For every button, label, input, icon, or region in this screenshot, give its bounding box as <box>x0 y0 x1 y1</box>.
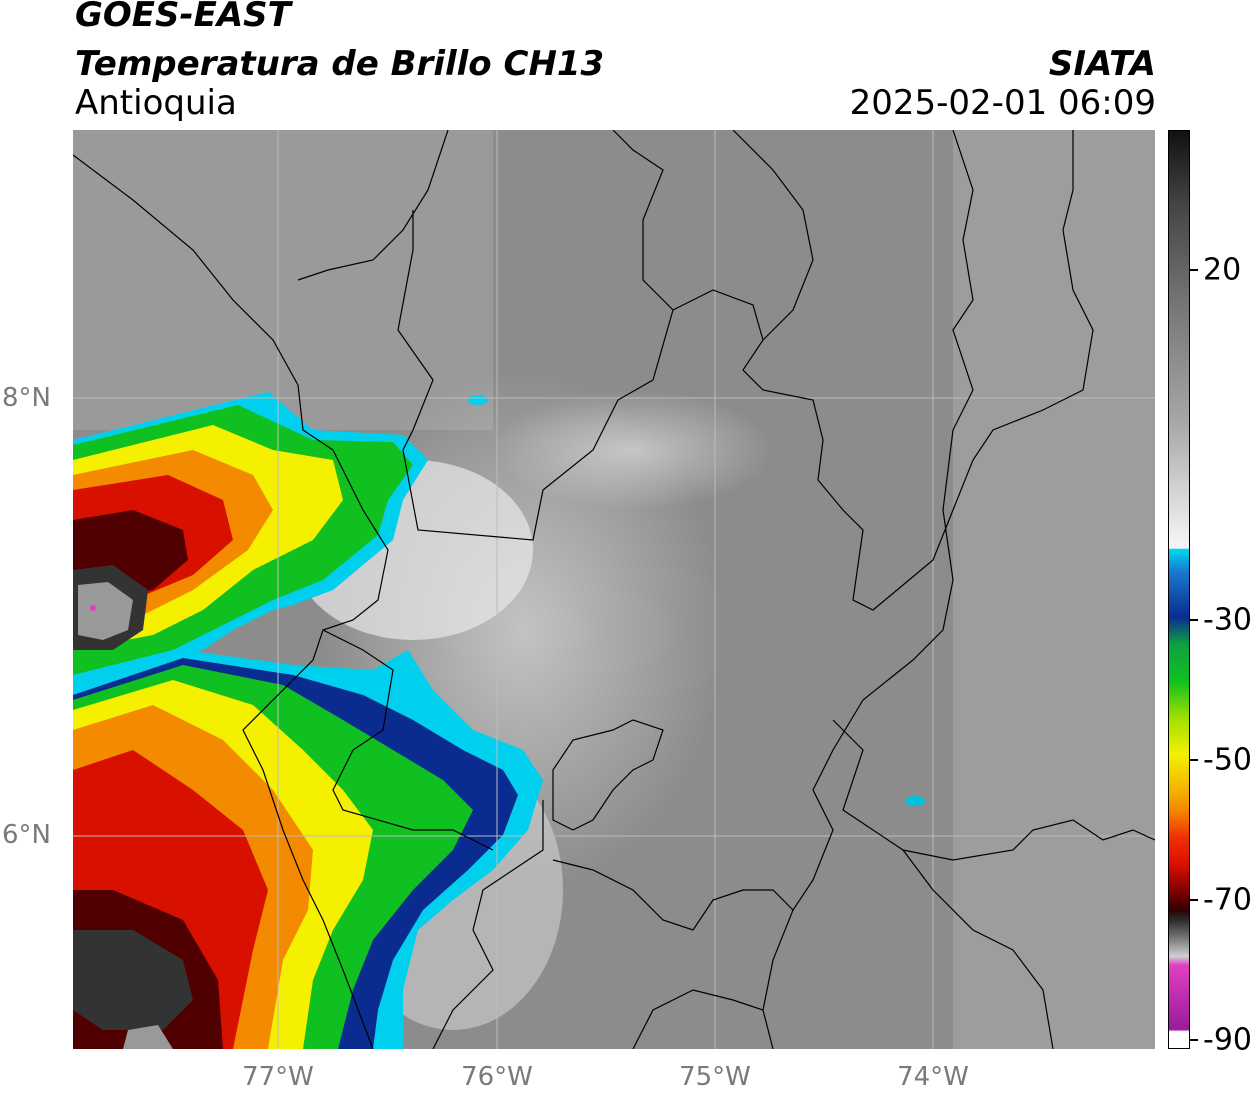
organization-label: SIATA <box>1048 44 1156 84</box>
colorbar-tick-m30 <box>1190 619 1198 621</box>
colorbar-label-m50: -50 <box>1203 742 1252 778</box>
colorbar-label-20: 20 <box>1203 252 1242 288</box>
map-svg <box>73 130 1155 1049</box>
cold-spot-east <box>905 796 925 806</box>
storm-south <box>73 650 543 1049</box>
colorbar-label-m30: -30 <box>1203 602 1252 638</box>
cloud-streak <box>493 390 773 510</box>
product-title: Temperatura de Brillo CH13 <box>75 44 605 84</box>
graticule <box>73 130 1155 1049</box>
grey-northwest-area <box>73 130 493 430</box>
lon-label-77w: 77°W <box>242 1062 314 1092</box>
colorbar <box>1168 130 1190 1049</box>
colorbar-tick-m50 <box>1190 759 1198 761</box>
satellite-map <box>73 130 1155 1049</box>
colorbar-label-m70: -70 <box>1203 882 1252 918</box>
lat-label-8n: 8°N <box>2 383 51 413</box>
cold-spot-north <box>468 395 488 405</box>
datetime-label: 2025-02-01 06:09 <box>849 83 1156 123</box>
colorbar-tick-m90 <box>1190 1039 1198 1041</box>
colorbar-label-m90: -90 <box>1203 1022 1252 1058</box>
grey-east-area <box>953 130 1155 1049</box>
lon-label-75w: 75°W <box>679 1062 751 1092</box>
borders <box>73 130 1155 1049</box>
storm-north <box>73 392 428 690</box>
colorbar-tick-m70 <box>1190 899 1198 901</box>
lon-label-76w: 76°W <box>461 1062 533 1092</box>
lat-label-6n: 6°N <box>2 820 51 850</box>
colorbar-tick-20 <box>1190 269 1198 271</box>
lon-label-74w: 74°W <box>897 1062 969 1092</box>
region-subtitle: Antioquia <box>75 83 237 123</box>
satellite-title: GOES-EAST <box>75 0 291 35</box>
